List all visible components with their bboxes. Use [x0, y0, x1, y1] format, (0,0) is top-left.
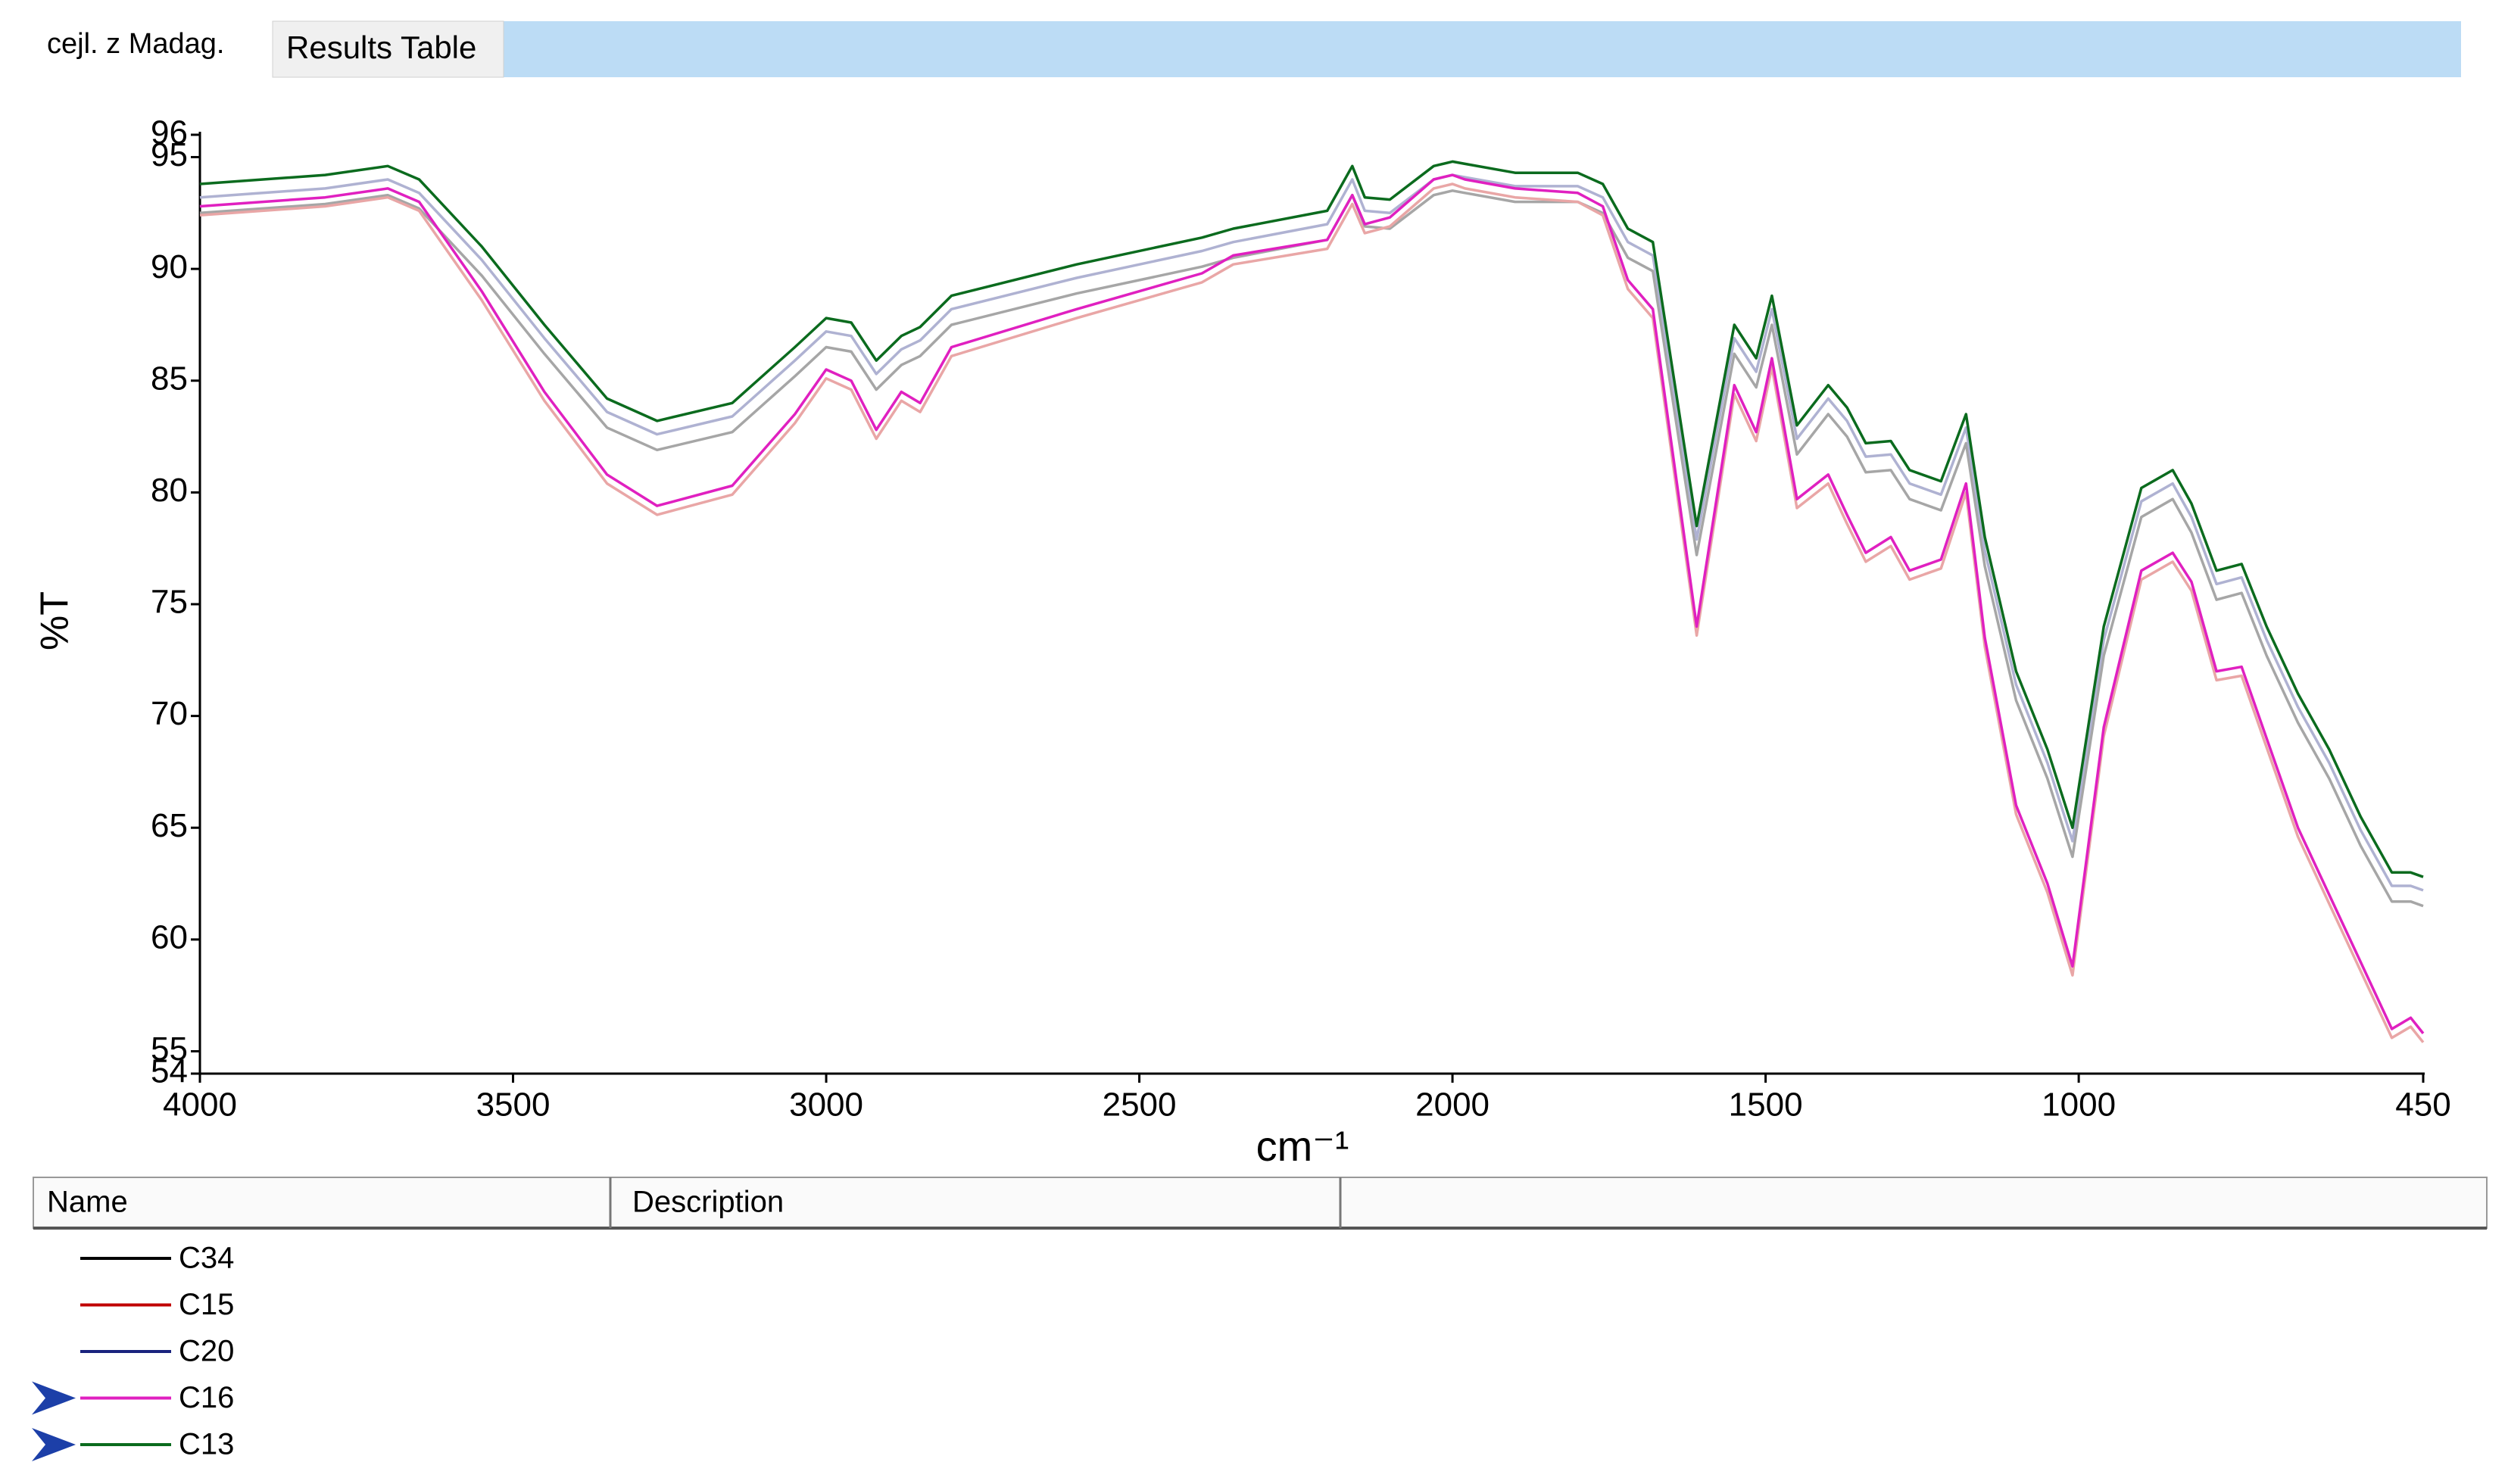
x-tick-label: 3500 [476, 1086, 551, 1124]
tab-bar [504, 21, 2461, 77]
y-tick-label: 90 [151, 248, 188, 285]
legend: C34 C15 C20 C16 C13 [32, 1242, 234, 1461]
column-header[interactable]: Description [632, 1186, 784, 1219]
y-tick-label: 70 [151, 695, 188, 732]
spectrum-line [199, 160, 2424, 878]
y-tick-label: 80 [151, 472, 188, 509]
y-tick-label: 75 [151, 584, 188, 621]
legend-label[interactable]: C15 [179, 1288, 234, 1321]
y-tick-label: 65 [151, 807, 188, 844]
x-axis-label: cm⁻¹ [1256, 1122, 1349, 1170]
y-tick-label: 85 [151, 360, 188, 397]
spectrum-line [199, 173, 2424, 892]
spectrum-line [199, 189, 2424, 908]
y-tick-label: 96 [151, 114, 188, 151]
table-header [33, 1177, 2488, 1229]
tab-label[interactable]: Results Table [286, 30, 476, 65]
x-tick-label: 2500 [1103, 1086, 1177, 1124]
spectrum-line [199, 173, 2425, 1034]
selection-arrow [32, 1428, 76, 1461]
x-tick-label: 450 [2395, 1086, 2450, 1124]
x-tick-label: 1500 [1729, 1086, 1803, 1124]
x-tick-label: 4000 [163, 1086, 237, 1124]
tab[interactable] [272, 20, 504, 78]
legend-label[interactable]: C13 [179, 1428, 234, 1461]
legend-label[interactable]: C34 [179, 1242, 234, 1275]
tab-label[interactable]: cejl. z Madag. [47, 28, 224, 60]
selection-arrow [32, 1381, 76, 1415]
y-tick-label: 60 [151, 918, 188, 956]
x-tick-label: 2000 [1415, 1086, 1490, 1124]
column-header[interactable]: Name [47, 1186, 128, 1219]
legend-label[interactable]: C20 [179, 1335, 234, 1368]
y-tick-label: 54 [151, 1053, 188, 1090]
y-tick-label: 95 [151, 136, 188, 173]
x-tick-label: 3000 [789, 1086, 863, 1124]
legend-label[interactable]: C16 [179, 1381, 234, 1414]
spectrum-line [199, 182, 2425, 1043]
y-tick-label: 55 [151, 1030, 188, 1068]
y-axis-label: %T [33, 591, 77, 650]
x-tick-label: 1000 [2042, 1086, 2116, 1124]
